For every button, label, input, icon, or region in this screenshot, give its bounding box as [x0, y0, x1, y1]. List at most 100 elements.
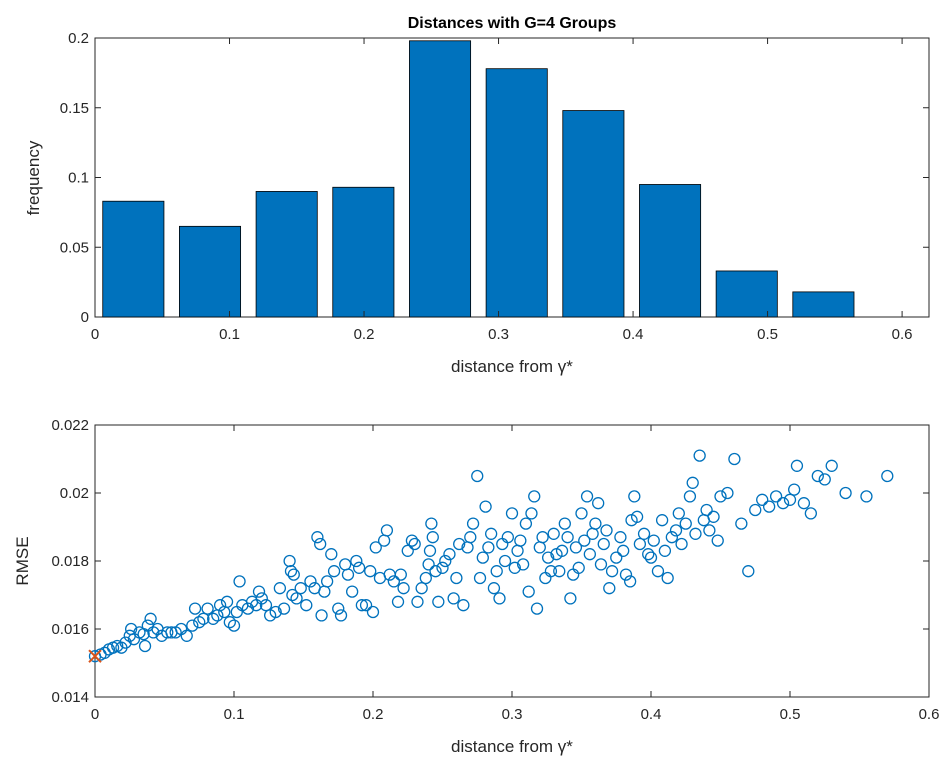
scatter-point: [749, 503, 762, 517]
scatter-point: [721, 486, 734, 500]
scatter-point: [498, 554, 512, 568]
scatter-point: [241, 602, 255, 615]
scatter-point: [797, 497, 811, 510]
scatter-point: [484, 527, 498, 540]
histogram-bar: [485, 68, 548, 318]
scatter-point: [769, 490, 783, 503]
scatter-point: [628, 490, 641, 503]
scatter-point: [186, 619, 199, 632]
scatter-point: [380, 524, 394, 537]
scatter-point: [304, 575, 317, 588]
scatter-point: [443, 548, 456, 561]
scatter-point: [482, 541, 495, 554]
scatter-point: [255, 592, 268, 605]
scatter-point: [658, 544, 672, 557]
scatter-point: [763, 500, 776, 513]
scatter-point: [514, 534, 527, 547]
scatter-point: [325, 548, 338, 561]
histogram-bar: [792, 291, 855, 318]
scatter-point: [603, 582, 616, 595]
scatter-point: [558, 517, 571, 530]
scatter-point: [564, 592, 577, 605]
scatter-point: [686, 476, 699, 489]
scatter-point: [818, 473, 831, 486]
scatter-point: [605, 565, 619, 578]
histogram-y-axis-label: frequency: [24, 140, 43, 215]
scatter-points: [88, 449, 894, 663]
scatter-point: [572, 561, 585, 574]
scatter-point: [341, 568, 355, 581]
reference-cross-stroke: [88, 649, 102, 663]
scatter-point: [647, 534, 660, 547]
scatter-point: [369, 541, 382, 554]
scatter-point: [617, 544, 630, 557]
scatter-axes-box: [94, 424, 930, 698]
scatter-point: [578, 534, 591, 547]
scatter-point: [401, 544, 414, 557]
scatter-point: [300, 599, 313, 612]
scatter-point: [522, 585, 535, 598]
scatter-point: [233, 575, 246, 588]
scatter-point: [569, 541, 583, 554]
scatter-point: [505, 507, 519, 520]
scatter-point: [547, 527, 560, 540]
scatter-x-tick-label: 0.4: [641, 706, 662, 723]
scatter-point: [742, 565, 755, 578]
histogram-x-tick-label: 0.3: [488, 326, 509, 343]
scatter-point: [197, 612, 210, 625]
scatter-point: [642, 548, 655, 561]
scatter-point: [311, 531, 324, 544]
scatter-point: [600, 524, 613, 537]
scatter-point: [476, 551, 489, 564]
histogram-bar: [332, 186, 395, 318]
histogram-panel: Distances with G=4 Groups 0 0.1 0.2 0.3 0.4 0…: [24, 15, 930, 376]
scatter-point: [259, 599, 273, 612]
scatter-point: [273, 582, 287, 595]
scatter-point: [193, 616, 206, 629]
histogram-x-tick-label: 0.5: [757, 326, 778, 343]
scatter-point: [314, 537, 327, 551]
scatter-point: [287, 568, 300, 581]
scatter-point: [624, 575, 637, 588]
histogram-y-tick-label: 0.05: [60, 239, 89, 256]
scatter-point: [147, 626, 160, 639]
scatter-point: [825, 459, 838, 472]
scatter-point: [544, 565, 558, 578]
scatter-point: [790, 459, 804, 472]
scatter-point: [490, 565, 503, 578]
scatter-panel: 0 0.1 0.2 0.3 0.4 0.5 0.6 0.0140.0160.0180.020…: [13, 417, 939, 756]
scatter-point: [366, 605, 380, 619]
scatter-point: [525, 507, 538, 520]
scatter-point: [651, 565, 665, 578]
scatter-x-tick-label: 0: [91, 706, 99, 723]
scatter-point: [423, 544, 437, 557]
histogram-bar: [715, 270, 778, 318]
scatter-point: [580, 490, 594, 503]
histogram-bar: [562, 110, 625, 318]
scatter-point: [450, 571, 463, 585]
scatter-point: [555, 544, 569, 557]
scatter-y-tick-label: 0.016: [51, 621, 89, 638]
scatter-point: [735, 517, 748, 530]
scatter-point: [426, 531, 439, 544]
scatter-point: [334, 609, 348, 622]
scatter-point: [387, 575, 401, 588]
scatter-point: [327, 565, 341, 578]
scatter-y-tick-label: 0.018: [51, 553, 89, 570]
scatter-point: [655, 514, 669, 527]
histogram-y-tick-label: 0.15: [60, 100, 89, 117]
scatter-point: [425, 517, 438, 530]
scatter-x-tick-label: 0.1: [224, 706, 245, 723]
scatter-point: [436, 561, 449, 574]
scatter-point: [439, 554, 452, 568]
scatter-point: [405, 534, 419, 547]
scatter-point: [707, 510, 720, 523]
scatter-point: [637, 527, 651, 540]
histogram-y-tick-label: 0.1: [68, 170, 89, 187]
scatter-point: [294, 582, 307, 595]
scatter-point: [290, 592, 303, 605]
scatter-point: [487, 582, 501, 595]
scatter-point: [415, 582, 428, 595]
scatter-point: [592, 497, 605, 510]
scatter-y-ticks: 0.014 0.016 0.018 0.02 0.022: [51, 417, 929, 706]
